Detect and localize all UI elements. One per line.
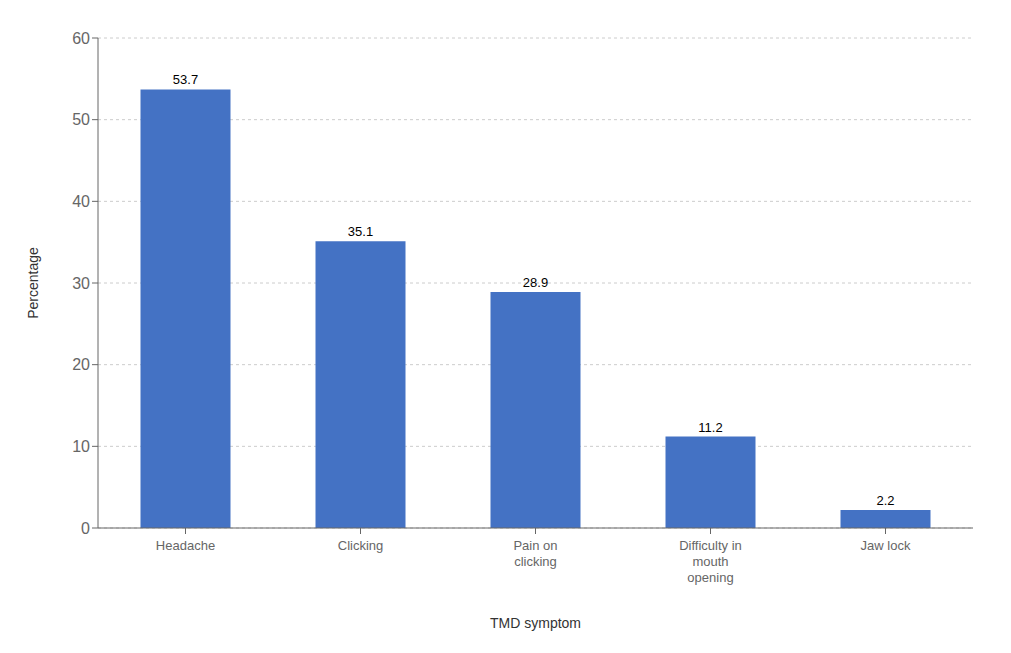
svg-text:Difficulty inmouthopening: Difficulty inmouthopening bbox=[679, 538, 742, 585]
svg-text:Headache: Headache bbox=[156, 538, 215, 553]
svg-text:10: 10 bbox=[72, 438, 90, 455]
svg-text:50: 50 bbox=[72, 111, 90, 128]
svg-text:TMD symptom: TMD symptom bbox=[490, 615, 581, 631]
svg-text:0: 0 bbox=[81, 520, 90, 537]
svg-text:53.7: 53.7 bbox=[173, 72, 198, 87]
svg-text:30: 30 bbox=[72, 275, 90, 292]
svg-text:Jaw lock: Jaw lock bbox=[861, 538, 911, 553]
svg-text:28.9: 28.9 bbox=[523, 275, 548, 290]
svg-text:2.2: 2.2 bbox=[876, 493, 894, 508]
svg-text:35.1: 35.1 bbox=[348, 224, 373, 239]
svg-text:20: 20 bbox=[72, 356, 90, 373]
svg-text:11.2: 11.2 bbox=[698, 420, 722, 435]
svg-text:Clicking: Clicking bbox=[338, 538, 384, 553]
svg-text:40: 40 bbox=[72, 193, 90, 210]
svg-text:Pain onclicking: Pain onclicking bbox=[513, 538, 557, 569]
svg-text:Percentage: Percentage bbox=[25, 247, 41, 319]
svg-text:60: 60 bbox=[72, 30, 90, 47]
